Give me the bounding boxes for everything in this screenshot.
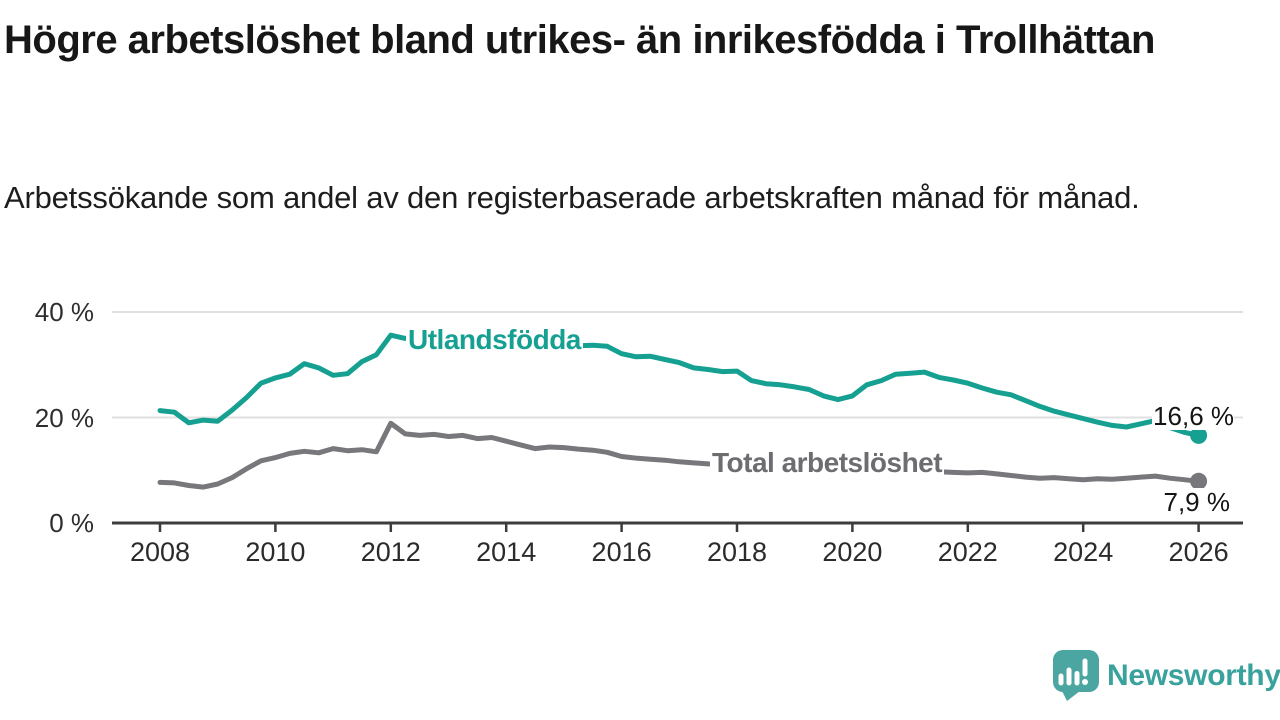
x-tick-label: 2020 xyxy=(822,537,883,567)
line-series-1 xyxy=(157,332,1202,438)
series-label-utlandsfodda: Utlandsfödda xyxy=(406,324,583,355)
line-series-2 xyxy=(157,420,1202,490)
y-tick-label: 40 % xyxy=(34,297,94,327)
x-tick-label: 2010 xyxy=(245,537,306,567)
x-tick-label: 2018 xyxy=(706,537,768,567)
x-tick-label: 2022 xyxy=(937,537,998,567)
x-tick-label: 2012 xyxy=(360,537,421,567)
y-tick-label: 20 % xyxy=(34,402,94,433)
end-point-series-2 xyxy=(1190,472,1208,490)
x-tick-label: 2016 xyxy=(591,537,652,567)
series-label-total-arbetsloshet: Total arbetslöshet xyxy=(710,447,945,478)
page-title: Högre arbetslöshet bland utrikes- än inr… xyxy=(4,18,1155,62)
end-point-series-1 xyxy=(1190,426,1208,444)
page-subtitle: Arbetssökande som andel av den registerb… xyxy=(4,180,1140,215)
newsworthy-brand-text: Newsworthy xyxy=(1107,659,1280,692)
x-tick-label: 2024 xyxy=(1053,537,1114,567)
end-value-total-arbetsloshet: 7,9 % xyxy=(1152,488,1230,516)
newsworthy-logo-icon xyxy=(1053,650,1099,701)
end-value-utlandsfodda: 16,6 % xyxy=(1152,401,1234,431)
y-tick-label: 0 % xyxy=(49,508,94,538)
x-tick-label: 2014 xyxy=(476,537,537,567)
x-tick-label: 2008 xyxy=(129,537,191,567)
x-tick-label: 2026 xyxy=(1168,537,1229,567)
